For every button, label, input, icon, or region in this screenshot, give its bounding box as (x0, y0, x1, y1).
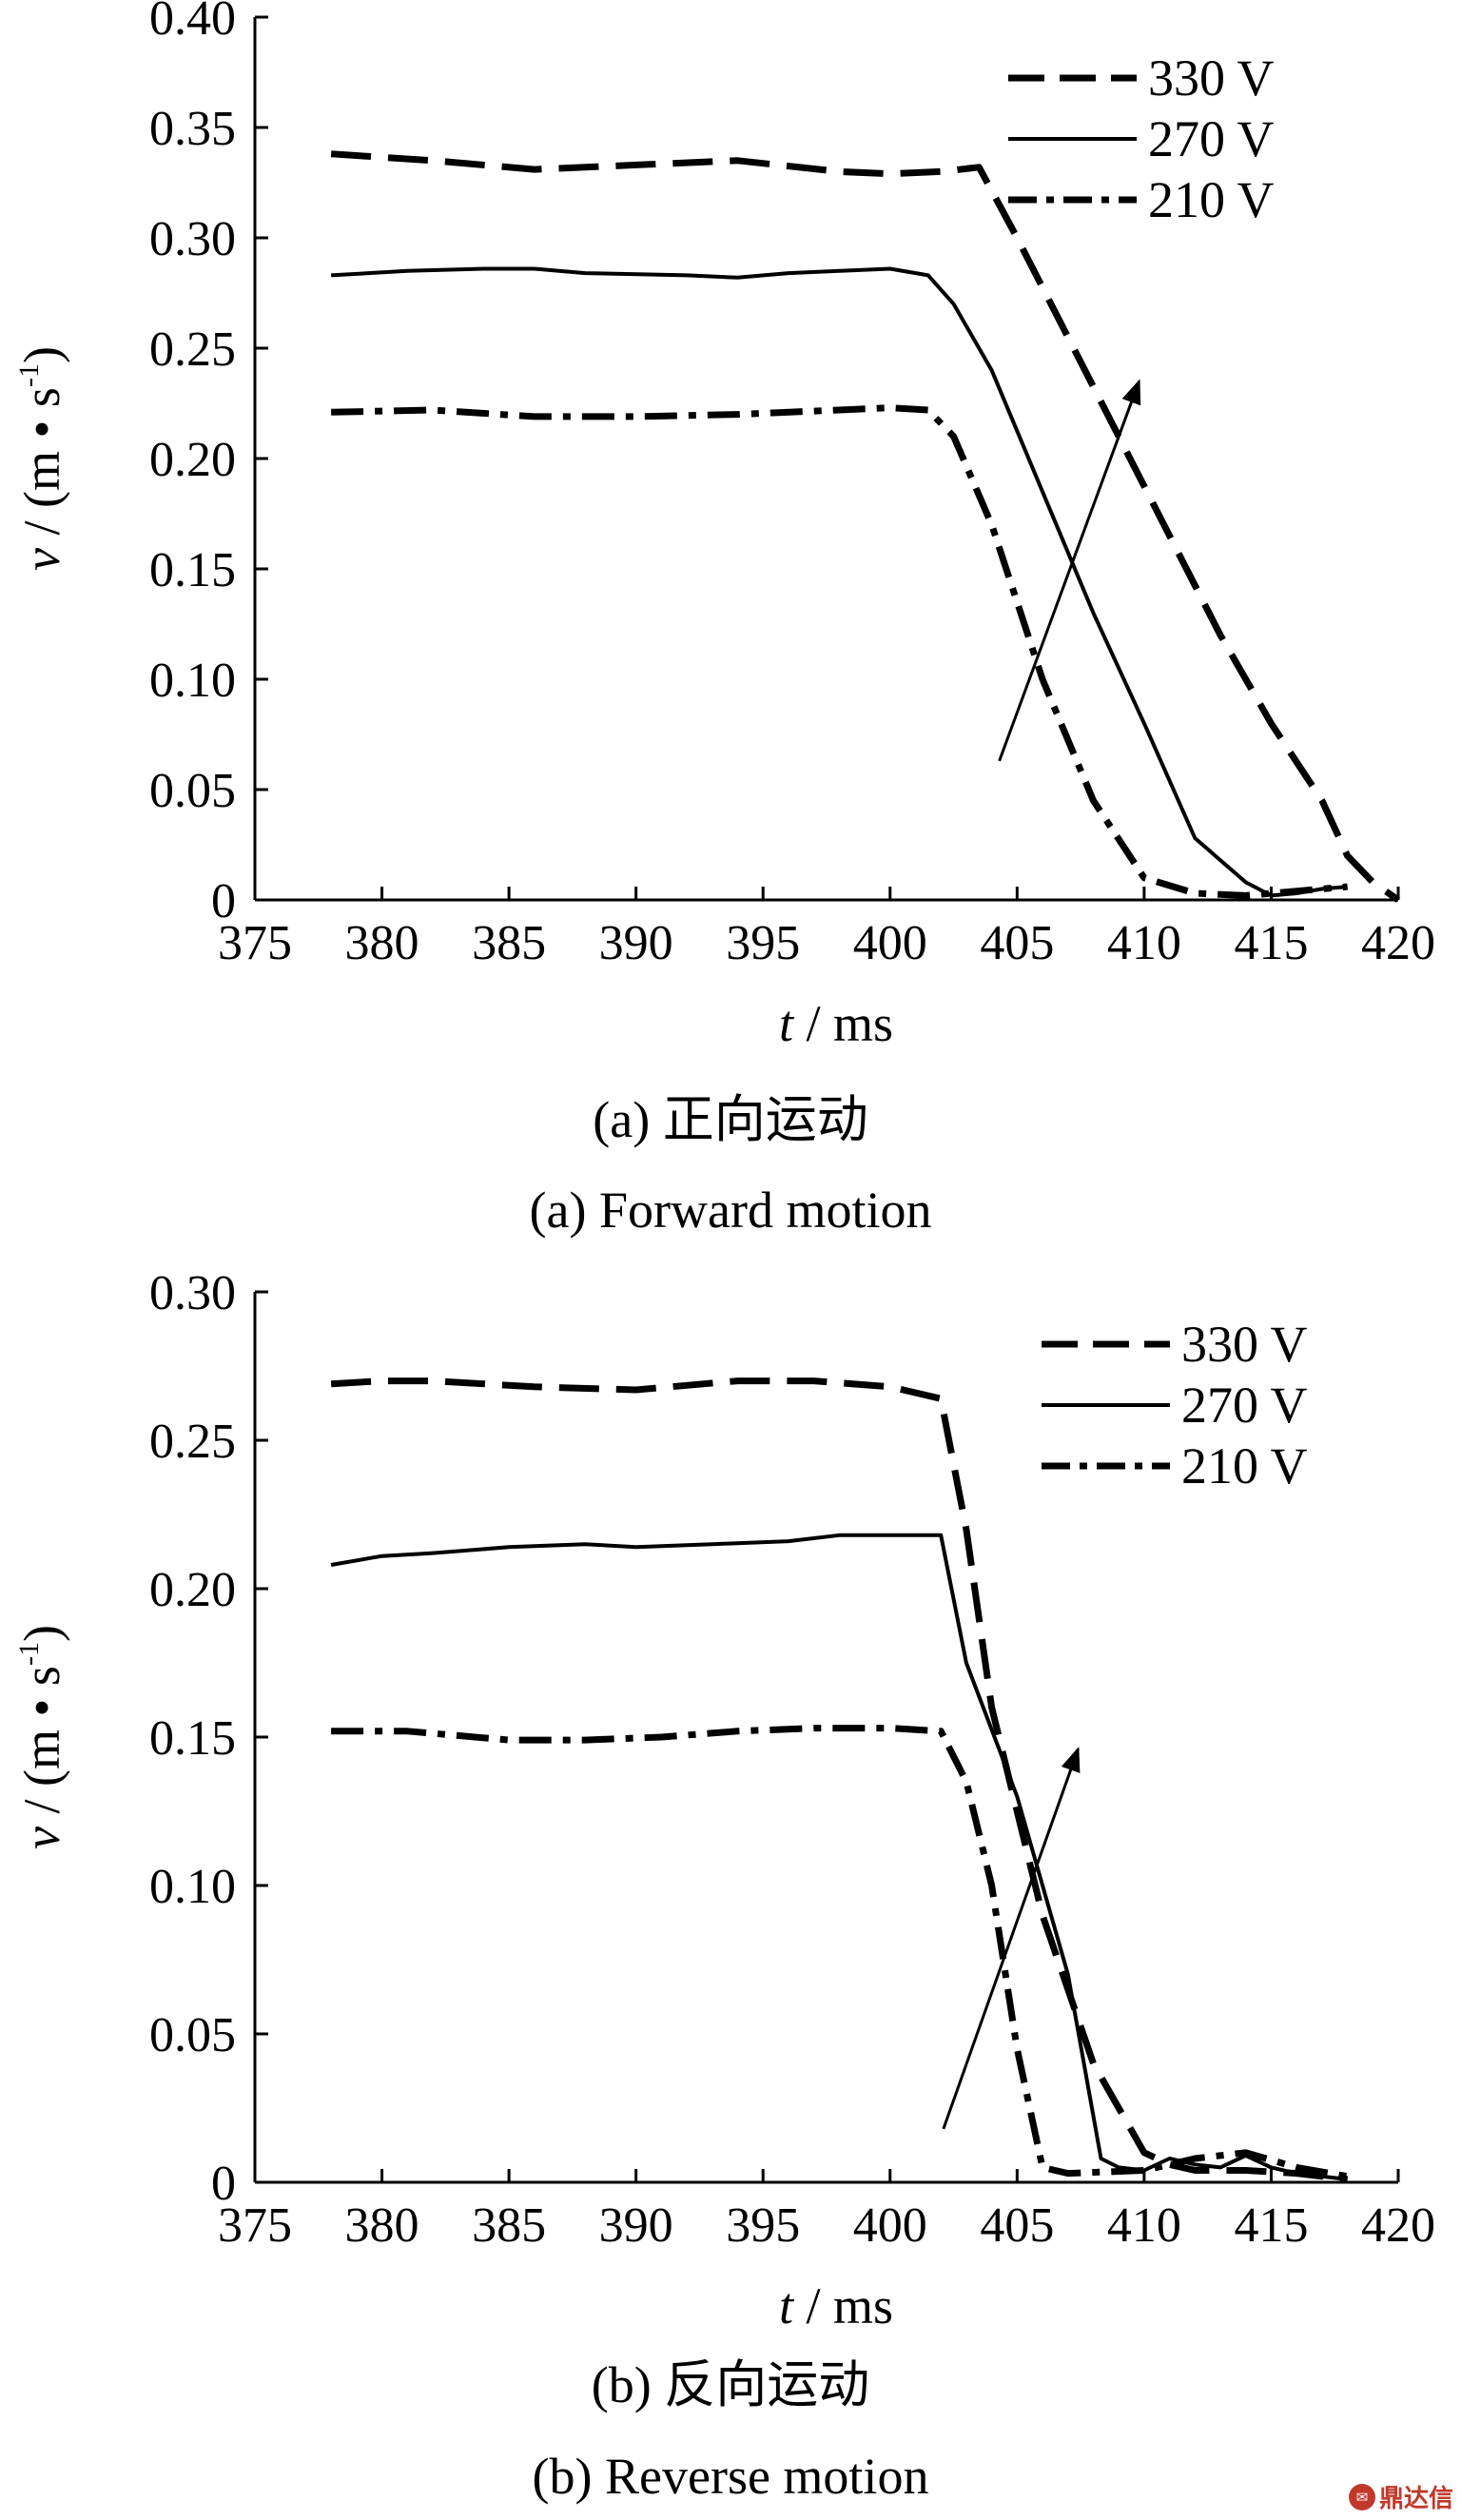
watermark-text: 鼎达信 (1378, 2485, 1453, 2513)
y-tick-label: 0.30 (149, 212, 236, 266)
x-tick-label: 405 (980, 916, 1054, 970)
chart-b-subtitle: (b) Reverse motion (532, 2448, 929, 2505)
chart-a-title: (a) 正向运动 (593, 1091, 868, 1148)
watermark-logo-icon: ✉ (1348, 2483, 1375, 2510)
y-tick-label: 0.10 (149, 654, 236, 708)
series-line-210v (331, 1725, 1349, 2180)
x-axis-label: t / ms (779, 995, 893, 1052)
watermark: ✉ 鼎达信 (1348, 2479, 1453, 2514)
x-tick-label: 400 (853, 2198, 927, 2253)
y-tick-label: 0.15 (149, 543, 236, 597)
y-tick-label: 0.40 (149, 0, 236, 46)
y-tick-label: 0.35 (149, 102, 236, 156)
x-axis-label: t / ms (779, 2277, 893, 2334)
x-tick-label: 415 (1234, 2198, 1308, 2253)
x-tick-label: 415 (1234, 916, 1308, 970)
legend-label: 270 V (1181, 1377, 1308, 1434)
legend-label: 210 V (1148, 171, 1275, 228)
y-axis-label: v / (m • s-1) (13, 1625, 70, 1849)
y-tick-label: 0.20 (149, 1563, 236, 1617)
x-tick-label: 390 (599, 2198, 673, 2253)
legend-label: 210 V (1181, 1437, 1308, 1494)
y-tick-label: 0 (211, 2157, 236, 2211)
x-tick-label: 390 (599, 916, 673, 970)
y-tick-label: 0.20 (149, 433, 236, 487)
x-tick-label: 375 (218, 2198, 292, 2253)
x-tick-label: 420 (1361, 2198, 1435, 2253)
x-tick-label: 400 (853, 916, 927, 970)
x-tick-label: 385 (472, 2198, 546, 2253)
legend-label: 330 V (1181, 1316, 1308, 1373)
x-tick-label: 420 (1361, 916, 1435, 970)
y-tick-label: 0.05 (149, 764, 236, 818)
x-tick-label: 380 (345, 916, 419, 970)
trend-arrow (998, 379, 1141, 762)
y-axis-label: v / (m • s-1) (13, 346, 70, 571)
y-tick-label: 0.30 (149, 1266, 236, 1320)
chart-a-subtitle: (a) Forward motion (529, 1182, 932, 1239)
y-tick-label: 0.25 (149, 322, 236, 377)
x-tick-label: 385 (472, 916, 546, 970)
series-line-330v (330, 1377, 1349, 2183)
x-tick-label: 380 (345, 2198, 419, 2253)
series-line-330v (330, 150, 1401, 903)
legend-label: 330 V (1148, 49, 1275, 107)
x-tick-label: 410 (1107, 2198, 1181, 2253)
trend-arrow (942, 1747, 1081, 2130)
y-tick-label: 0.15 (149, 1711, 236, 1766)
y-tick-label: 0.05 (149, 2008, 236, 2062)
chart-b: 375 380 385 390 395 400 405 410 415 420 0 0.05 0.10 0… (13, 1266, 1435, 2334)
x-tick-label: 395 (726, 2198, 800, 2253)
chart-a: 375 380 385 390 395 400 405 410 415 420 0 0.05 0.10 0… (13, 0, 1435, 1052)
series-line-270v (330, 1533, 1348, 2181)
y-tick-label: 0 (211, 874, 236, 928)
x-tick-label: 405 (980, 2198, 1054, 2253)
x-tick-label: 395 (726, 916, 800, 970)
series-line-210v (331, 404, 1348, 899)
y-tick-label: 0.25 (149, 1415, 236, 1469)
y-tick-label: 0.10 (149, 1860, 236, 1914)
legend-label: 270 V (1148, 110, 1275, 167)
x-tick-label: 410 (1107, 916, 1181, 970)
chart-b-title: (b) 反向运动 (591, 2356, 870, 2413)
series-line-270v (330, 266, 1348, 898)
x-tick-label: 375 (218, 916, 292, 970)
